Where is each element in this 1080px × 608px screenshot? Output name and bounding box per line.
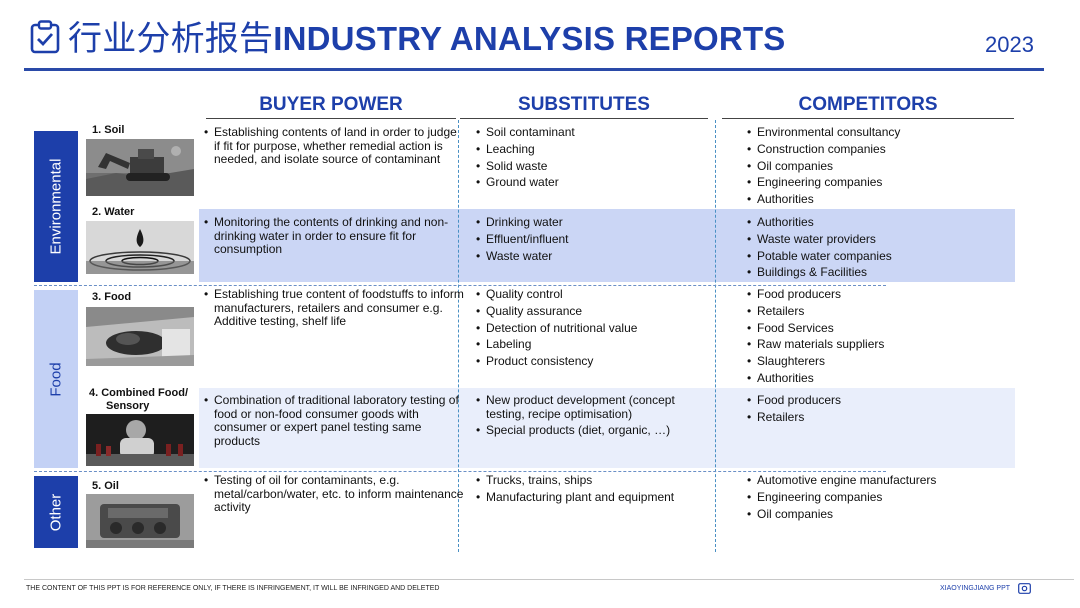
- list-item: Leaching: [476, 142, 712, 157]
- list-item: Drinking water: [476, 215, 712, 230]
- row-label-sensory: Sensory: [106, 400, 150, 412]
- list-item: Authorities: [747, 193, 1013, 207]
- column-header-rule: [722, 118, 1014, 119]
- list-item: Buildings & Facilities: [747, 266, 1013, 280]
- title-english: INDUSTRY ANALYSIS REPORTS: [273, 20, 786, 57]
- cell-soil-competitors: Environmental consultancy Construction c…: [747, 125, 1013, 210]
- cell-food-buyer-power: Establishing true content of foodstuffs …: [204, 287, 466, 332]
- list-item: Retailers: [747, 304, 1013, 319]
- list-item: Automotive engine manufacturers: [747, 473, 1013, 488]
- cell-water-competitors: Authorities Waste water providers Potabl…: [747, 215, 1013, 283]
- category-food: Food: [34, 290, 78, 468]
- list-item: Solid waste: [476, 159, 712, 174]
- list-item: Engineering companies: [747, 490, 1013, 505]
- cell-sensory-substitutes: New product development (concept testing…: [476, 393, 712, 441]
- list-item: Testing of oil for contaminants, e.g. me…: [204, 473, 466, 515]
- column-header-rule: [206, 118, 456, 119]
- list-item: Oil companies: [747, 159, 1013, 174]
- list-item: Establishing true content of foodstuffs …: [204, 287, 466, 329]
- cell-sensory-buyer-power: Combination of traditional laboratory te…: [204, 393, 466, 452]
- cell-water-substitutes: Drinking water Effluent/influent Waste w…: [476, 215, 712, 266]
- category-other: Other: [34, 476, 78, 548]
- footer-brand: XIAOYINGJIANG PPT: [940, 585, 1011, 592]
- column-header-competitors: COMPETITORS: [798, 94, 938, 115]
- row-label-water: 2. Water: [92, 206, 135, 218]
- list-item: Retailers: [747, 410, 1013, 425]
- list-item: Engineering companies: [747, 176, 1013, 190]
- row-label-soil: 1. Soil: [92, 124, 125, 136]
- list-item: Ground water: [476, 176, 712, 190]
- food-photo: [86, 307, 194, 366]
- list-item: Soil contaminant: [476, 125, 712, 140]
- row-label-food: 3. Food: [92, 291, 132, 303]
- column-header-buyer-power: BUYER POWER: [259, 94, 403, 115]
- list-item: Potable water companies: [747, 249, 1013, 264]
- list-item: Environmental consultancy: [747, 125, 1013, 140]
- category-environmental: Environmental: [34, 131, 78, 282]
- water-droplet-photo: [86, 221, 194, 274]
- list-item: Effluent/influent: [476, 232, 712, 247]
- title-chinese: 行业分析报告: [68, 20, 274, 58]
- list-item: Labeling: [476, 338, 712, 352]
- cell-oil-substitutes: Trucks, trains, ships Manufacturing plan…: [476, 473, 712, 508]
- cell-food-competitors: Food producers Retailers Food Services R…: [747, 287, 1013, 389]
- list-item: Waste water providers: [747, 232, 1013, 247]
- title-divider: [24, 68, 1044, 71]
- list-item: Quality assurance: [476, 304, 712, 319]
- cell-oil-buyer-power: Testing of oil for contaminants, e.g. me…: [204, 473, 466, 518]
- page-title: 行业分析报告INDUSTRY ANALYSIS REPORTS: [68, 17, 786, 61]
- brand-logo-icon: [1018, 583, 1031, 594]
- section-separator: [34, 471, 886, 472]
- list-item: Construction companies: [747, 142, 1013, 157]
- list-item: Quality control: [476, 287, 712, 302]
- section-separator: [34, 285, 886, 286]
- list-item: Authorities: [747, 215, 1013, 230]
- cell-oil-competitors: Automotive engine manufacturers Engineer…: [747, 473, 1013, 524]
- list-item: Manufacturing plant and equipment: [476, 490, 712, 505]
- cell-soil-substitutes: Soil contaminant Leaching Solid waste Gr…: [476, 125, 712, 193]
- cell-water-buyer-power: Monitoring the contents of drinking and …: [204, 215, 466, 260]
- list-item: Authorities: [747, 371, 1013, 386]
- list-item: Raw materials suppliers: [747, 338, 1013, 352]
- list-item: Establishing contents of land in order t…: [204, 125, 466, 167]
- list-item: Trucks, trains, ships: [476, 473, 712, 488]
- report-year: 2023: [985, 32, 1034, 57]
- list-item: Food producers: [747, 287, 1013, 302]
- list-item: Slaughterers: [747, 355, 1013, 369]
- cell-food-substitutes: Quality control Quality assurance Detect…: [476, 287, 712, 372]
- list-item: Product consistency: [476, 355, 712, 369]
- column-separator: [715, 120, 716, 552]
- column-separator: [458, 120, 459, 552]
- column-header-substitutes: SUBSTITUTES: [518, 94, 650, 115]
- list-item: Detection of nutritional value: [476, 321, 712, 336]
- footer-disclaimer: THE CONTENT OF THIS PPT IS FOR REFERENCE…: [26, 585, 440, 592]
- list-item: Food Services: [747, 321, 1013, 336]
- engine-photo: [86, 494, 194, 548]
- footer-divider: [24, 579, 1074, 580]
- list-item: Waste water: [476, 249, 712, 264]
- clipboard-check-icon: [30, 20, 60, 54]
- list-item: Food producers: [747, 393, 1013, 408]
- row-label-oil: 5. Oil: [92, 480, 119, 492]
- list-item: Oil companies: [747, 507, 1013, 522]
- cell-soil-buyer-power: Establishing contents of land in order t…: [204, 125, 466, 170]
- list-item: New product development (concept testing…: [476, 393, 712, 421]
- list-item: Monitoring the contents of drinking and …: [204, 215, 466, 257]
- list-item: Combination of traditional laboratory te…: [204, 393, 466, 448]
- column-header-rule: [460, 118, 708, 119]
- soil-excavator-photo: [86, 139, 194, 196]
- cell-sensory-competitors: Food producers Retailers: [747, 393, 1013, 428]
- sensory-panel-photo: [86, 414, 194, 466]
- list-item: Special products (diet, organic, …): [476, 424, 712, 438]
- row-label-combined-food: 4. Combined Food/: [89, 387, 188, 399]
